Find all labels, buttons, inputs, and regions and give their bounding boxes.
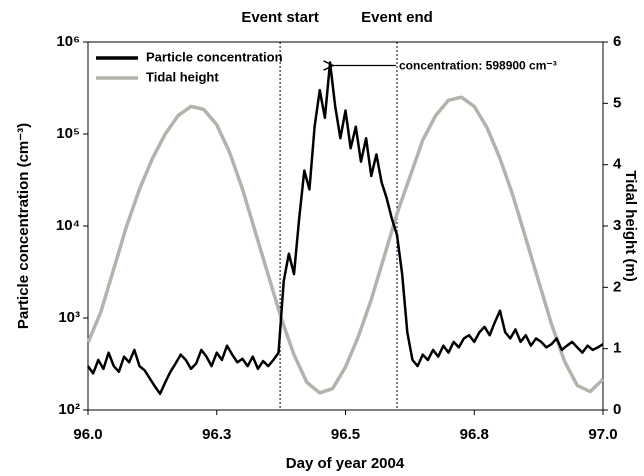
x-tick-label: 97.0 [588, 426, 617, 443]
series-line [86, 95, 605, 395]
event-label: Event end [361, 9, 433, 26]
y-tick-label: 10⁶ [56, 33, 80, 50]
y-tick-label: 10⁵ [56, 125, 80, 142]
x-axis-title: Day of year 2004 [286, 455, 405, 472]
series-line [86, 61, 604, 396]
plot-frame [87, 41, 604, 411]
event-label: Event start [241, 9, 319, 26]
y-axis-title: Particle concentration (cm⁻³) [15, 123, 32, 329]
y-tick-label: 10³ [58, 309, 80, 326]
y2-tick-label: 1 [613, 340, 621, 357]
y2-tick-label: 0 [613, 401, 621, 418]
y2-tick-label: 2 [613, 278, 621, 295]
y2-tick-label: 4 [613, 156, 622, 173]
y-tick-label: 10² [58, 401, 80, 418]
x-tick-label: 96.8 [460, 426, 489, 443]
y2-tick-label: 6 [613, 33, 621, 50]
y-tick-label: 10⁴ [56, 217, 80, 234]
annotation-text: concentration: 598900 cm⁻³ [399, 59, 557, 73]
x-tick-label: 96.0 [73, 426, 102, 443]
legend-label: Particle concentration [146, 49, 283, 64]
y2-tick-label: 3 [613, 217, 621, 234]
y2-axis-title: Tidal height (m) [622, 170, 639, 281]
x-tick-label: 96.5 [331, 426, 360, 443]
x-tick-label: 96.3 [202, 426, 231, 443]
y2-tick-label: 5 [613, 94, 621, 111]
legend-label: Tidal height [146, 69, 219, 84]
